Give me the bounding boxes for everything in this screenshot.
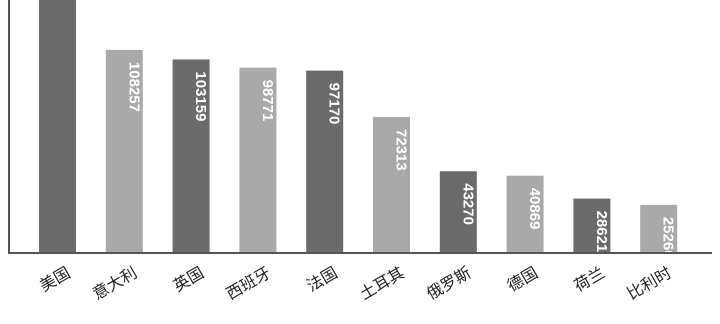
bars-group xyxy=(39,0,678,253)
value-label-5: 72313 xyxy=(393,129,410,171)
category-label-4: 法国 xyxy=(303,263,340,295)
category-labels-group: 美国 意大利 英国 西班牙 法国 土耳其 俄罗斯 德国 荷兰 比利时 xyxy=(36,263,674,303)
bar-3 xyxy=(239,67,277,252)
value-label-6: 43270 xyxy=(459,183,476,225)
category-label-1: 意大利 xyxy=(89,263,140,303)
value-label-3: 98771 xyxy=(259,80,276,122)
category-label-9: 比利时 xyxy=(624,263,675,303)
category-label-5: 土耳其 xyxy=(356,263,407,303)
value-labels-group: 108257 103159 98771 97170 72313 43270 40869 286… xyxy=(125,62,676,259)
category-label-6: 俄罗斯 xyxy=(423,263,474,303)
bar-5 xyxy=(373,117,410,252)
bar-8 xyxy=(573,198,611,252)
value-label-9: 25260 xyxy=(660,217,677,259)
bar-2 xyxy=(172,59,210,252)
category-label-2: 英国 xyxy=(170,263,207,295)
value-label-8: 28621 xyxy=(593,211,610,253)
bar-7 xyxy=(506,175,544,252)
value-label-4: 97170 xyxy=(326,83,343,125)
category-label-7: 德国 xyxy=(504,263,541,295)
bar-4 xyxy=(306,70,344,252)
value-label-7: 40869 xyxy=(526,188,543,230)
bar-1 xyxy=(105,49,143,253)
bar-6 xyxy=(439,171,477,252)
category-label-8: 荷兰 xyxy=(571,263,608,295)
value-label-2: 103159 xyxy=(192,71,209,121)
value-label-1: 108257 xyxy=(125,62,142,112)
bar-0 xyxy=(39,0,76,253)
category-label-3: 西班牙 xyxy=(223,263,274,303)
bar-9 xyxy=(640,204,678,252)
category-label-0: 美国 xyxy=(36,263,73,295)
